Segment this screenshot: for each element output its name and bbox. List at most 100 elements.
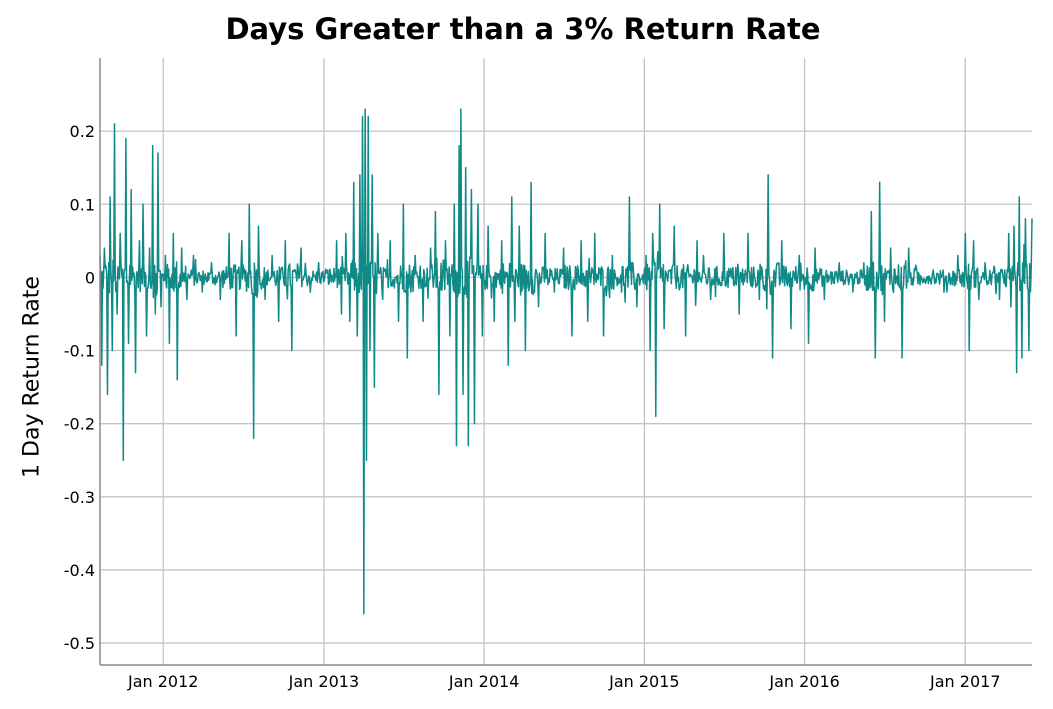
data-point [620,291,623,293]
data-point [998,298,1001,300]
data-point [192,254,195,257]
x-tick-label: Jan 2012 [127,672,198,691]
data-point [103,247,105,249]
data-point [663,327,665,330]
data-point [145,335,148,337]
data-point [477,203,479,205]
data-point [134,371,137,374]
data-point [747,232,749,235]
data-point [453,203,455,205]
data-point [798,254,800,257]
data-point [655,415,657,417]
data-point [467,445,469,447]
data-point [210,262,213,264]
data-point [649,349,651,352]
data-point [901,357,903,359]
data-point [353,181,355,183]
data-point [157,152,159,154]
data-point [1024,218,1027,220]
data-point [414,254,416,257]
data-point [652,232,654,235]
data-point [645,254,647,257]
data-point [738,313,740,315]
data-point [444,240,447,242]
data-point [473,423,476,425]
data-point [377,232,379,235]
data-point [130,189,132,191]
data-point [125,137,127,140]
data-point [932,269,934,271]
data-point [602,335,605,337]
y-tick-label: -0.3 [64,488,95,507]
data-point [257,225,260,227]
data-point [284,240,286,242]
data-point [176,379,178,381]
data-point [571,335,573,337]
data-point [470,189,472,191]
data-point [807,342,810,344]
data-point [106,393,109,396]
data-point [382,298,384,300]
data-point [673,225,675,227]
data-point [101,364,103,366]
series-line [99,108,1033,615]
data-point [113,123,116,125]
data-point [986,284,988,286]
data-point [406,357,408,359]
data-point [345,232,347,235]
data-point [116,313,118,315]
data-point [1016,371,1018,374]
data-point [1008,232,1010,235]
y-tick-label: -0.5 [64,634,95,653]
data-point [530,181,532,183]
data-point [434,210,436,213]
data-point [781,240,783,242]
data-point [984,262,986,264]
data-point [356,335,358,337]
data-point [870,210,872,213]
data-point [790,327,792,330]
data-point [119,232,121,235]
x-tick-label: Jan 2016 [768,672,839,691]
data-point [964,232,966,235]
data-point [138,240,141,242]
data-point [340,313,343,315]
data-point [438,393,440,396]
data-point [460,108,462,110]
data-point [710,298,712,300]
data-point [973,240,975,242]
data-point [109,196,111,198]
data-point [518,225,520,227]
data-point [449,335,451,337]
y-tick-label: 0.2 [70,122,95,141]
data-point [659,203,661,205]
data-point [365,459,368,461]
data-point [957,254,959,257]
data-point [1004,269,1006,271]
data-point [271,254,273,257]
data-point [1031,218,1033,220]
data-point [767,174,769,176]
data-point [253,437,255,439]
y-tick-label: -0.2 [64,415,95,434]
data-point [152,145,154,147]
data-point [142,203,144,205]
data-point [172,232,174,235]
data-point [580,240,582,242]
data-point [462,393,464,396]
series-group [99,108,1033,615]
data-point [611,254,613,257]
data-point [248,203,250,205]
data-point [264,298,266,300]
data-point [908,247,910,249]
data-point [553,291,555,293]
data-point [771,357,774,359]
data-point [359,174,361,176]
data-point [587,320,589,322]
data-point [402,203,404,205]
data-point [507,364,509,366]
data-point [919,284,921,286]
data-point [373,386,375,388]
data-point [429,247,432,249]
